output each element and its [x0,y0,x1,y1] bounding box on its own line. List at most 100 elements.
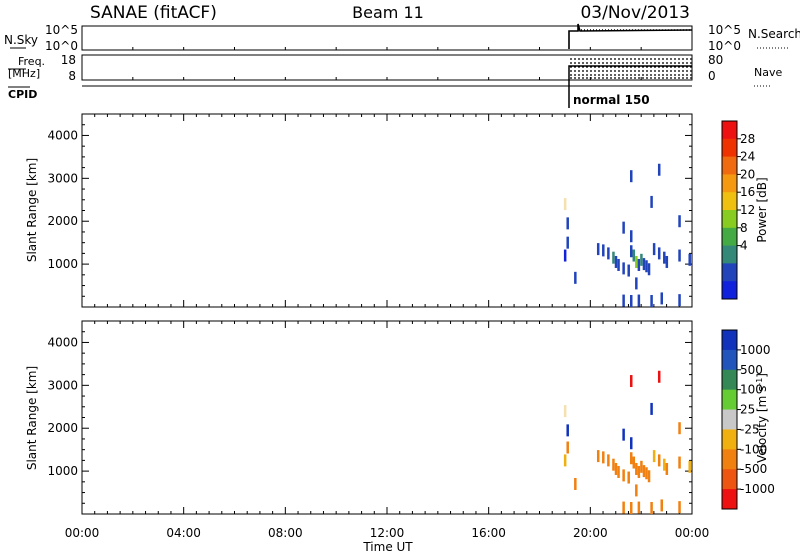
colorbar-swatch [722,138,737,158]
colorbar-tick-label: -500 [740,462,767,476]
power-colorbar: 28 24 20 16 12 8 4 Power [dB] [721,120,769,300]
rti-data-point [566,424,569,437]
freq-panel: Freq. [MHz] 18 8 80 0 Nave [8,53,782,87]
rti-data-point [630,452,633,465]
rti-data-point [665,255,669,268]
x-axis-tick-labels: 00:00 04:00 08:00 12:00 16:00 20:00 00:00 [65,526,710,540]
colorbar-tick-label: 8 [740,221,748,235]
y-tick-label: 4000 [47,128,78,142]
rti-data-point [563,249,567,262]
rti-data-point [650,294,653,307]
colorbar-swatch [722,489,737,510]
nsky-right-tick-bottom: 10^0 [708,39,741,53]
colorbar-tick-label: -100 [740,442,767,456]
power-x-ticks [81,114,693,307]
velocity-data-points [563,370,691,514]
colorbar-tick-label: -25 [740,422,760,436]
rti-data-point [637,294,641,307]
colorbar-tick-label: 20 [740,167,755,181]
rti-data-point [647,470,651,483]
x-axis-label: Time UT [362,540,413,554]
rti-data-point [657,247,661,260]
velocity-y-ticks: 1000 2000 3000 4000 [47,331,692,504]
rti-data-point [630,375,633,388]
nave-tick-bottom: 0 [708,69,716,83]
rti-data-point [645,260,648,273]
colorbar-tick-label: 4 [740,239,748,253]
y-tick-label: 4000 [47,335,78,349]
rti-data-point [596,450,600,463]
freq-trace-line [568,65,692,80]
colorbar-tick-label: 12 [740,203,755,217]
power-panel: Slant Range [km] 1000 2000 3000 4000 [25,113,693,308]
rti-data-point [566,236,569,249]
rti-data-point [627,471,630,484]
velocity-plot-frame [81,320,693,515]
nsearch-label: N.Search [748,27,800,41]
rti-data-point [614,462,618,475]
freq-tick-top: 18 [61,53,76,67]
colorbar-swatch [722,429,737,450]
beam-title: Beam 11 [352,3,424,22]
station-title: SANAE (fitACF) [90,3,217,23]
colorbar-swatch [722,210,737,229]
y-tick-label: 3000 [47,378,78,392]
rti-data-point [657,370,661,383]
freq-nave-trace [568,58,692,80]
colorbar-tick-label: 100 [740,383,763,397]
rti-data-point [678,501,681,514]
y-tick-label: 1000 [47,257,78,271]
colorbar-swatch [722,330,737,351]
rti-data-point [563,454,567,467]
colorbar-swatch [722,263,737,282]
colorbar-swatch [722,174,737,193]
cpid-label: CPID [8,88,37,101]
freq-label-2: [MHz] [8,67,40,80]
rti-data-point [622,221,625,234]
rti-data-point [637,258,641,271]
rti-data-point [612,458,615,471]
colorbar-swatch [722,245,737,264]
rti-data-point [622,262,625,275]
nsky-label: N.Sky [4,33,38,47]
x-tick-label: 08:00 [268,526,303,540]
rti-data-point [650,501,653,514]
nsky-tick-bottom: 10^0 [45,39,78,53]
cpid-panel: CPID normal 150 [8,80,692,108]
rti-data-point [637,465,641,478]
colorbar-swatch [722,369,737,391]
rti-data-point [642,465,646,478]
rti-data-point [607,247,610,260]
velocity-colorbar-label-text: Velocity [m s [755,386,769,463]
nsky-tick-top: 10^5 [45,23,78,37]
colorbar-tick-label: 500 [740,363,763,377]
colorbar-swatch [722,409,737,430]
power-y-ticks: 1000 2000 3000 4000 [47,124,692,297]
rti-data-point [622,294,625,307]
rti-data-point [635,255,638,268]
rti-data-point [574,271,577,284]
y-tick-label: 3000 [47,171,78,185]
cpid-mode: normal 150 [573,93,650,107]
rti-data-point [657,163,661,176]
rti-data-point [678,294,681,307]
colorbar-swatch [722,349,737,371]
colorbar-swatch [722,281,737,300]
colorbar-tick-label: 28 [740,132,755,146]
rti-data-point [630,294,633,307]
nave-label: Nave [754,66,782,79]
rti-data-point [574,477,577,490]
velocity-colorbar: 1000 500 100 25 -25 -100 -500 -1000 Velocity [m… [721,329,775,510]
colorbar-swatch [722,227,737,247]
rti-data-point [647,263,651,276]
rti-data-point [678,215,681,228]
rti-data-point [566,441,569,454]
rti-data-point [602,244,605,257]
rti-data-point [678,249,681,262]
rti-data-point [627,264,630,277]
rti-data-point [640,460,643,473]
x-tick-label: 00:00 [675,526,710,540]
colorbar-tick-label: 1000 [740,343,771,357]
rti-data-point [660,292,663,305]
rti-data-point [642,258,646,271]
